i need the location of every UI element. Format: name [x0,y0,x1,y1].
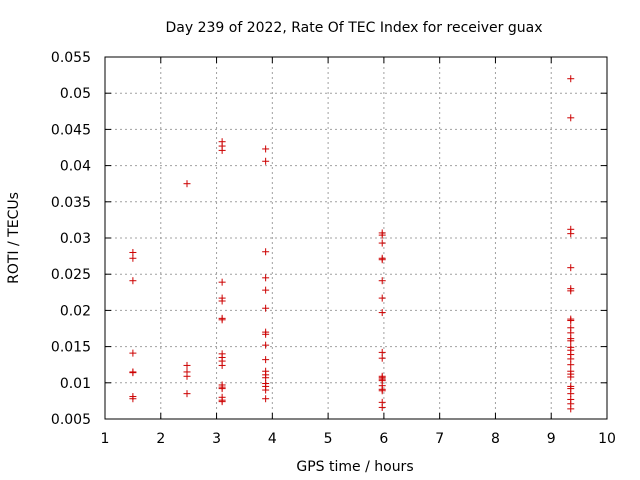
x-tick-label: 4 [268,431,277,447]
data-point [218,297,226,305]
data-point [262,395,270,403]
grid-lines [105,57,607,419]
data-point [567,264,575,272]
y-tick-label: 0.045 [51,122,91,138]
x-tick-label: 2 [156,431,165,447]
y-tick-label: 0.015 [51,340,91,356]
data-point [378,239,386,247]
data-point [262,145,270,153]
data-point [378,277,386,285]
x-tick-label: 5 [324,431,333,447]
data-point [567,75,575,83]
data-point [262,386,270,394]
data-point [262,356,270,364]
y-tick-label: 0.035 [51,195,91,211]
data-point [129,369,137,377]
plot-frame [104,56,608,420]
chart-title: Day 239 of 2022, Rate Of TEC Index for r… [166,20,543,36]
x-axis-label: GPS time / hours [296,459,413,475]
y-tick-label: 0.05 [60,86,91,102]
x-tick-label: 8 [491,431,500,447]
x-tick-label: 3 [212,431,221,447]
data-point [218,316,226,324]
data-point [129,349,137,357]
data-point [218,361,226,369]
data-point [218,385,226,393]
data-point [183,180,191,188]
data-point [567,287,575,295]
x-tick-label: 7 [435,431,444,447]
data-point [378,231,386,239]
data-point [262,304,270,312]
data-point [262,248,270,256]
data-points [129,75,575,413]
x-tick-label: 10 [598,431,616,447]
data-point [567,373,575,381]
data-point [218,278,226,286]
data-point [183,372,191,380]
y-tick-label: 0.01 [60,376,91,392]
data-point [378,403,386,411]
x-tick-labels: 1 2 3 4 5 6 7 8 9 10 [101,431,616,447]
data-point [567,230,575,238]
y-tick-label: 0.005 [51,412,91,428]
x-tick-label: 9 [547,431,556,447]
data-point [183,390,191,398]
data-point [567,317,575,325]
data-point [262,157,270,165]
y-tick-label: 0.025 [51,267,91,283]
data-point [218,146,226,154]
data-point [378,387,386,395]
y-tick-label: 0.03 [60,231,91,247]
data-point [378,309,386,317]
data-point [567,337,575,345]
data-point [262,274,270,282]
data-point [567,114,575,122]
data-point [378,294,386,302]
data-point [129,254,137,262]
data-point [262,341,270,349]
data-point [378,256,386,264]
data-point [129,277,137,285]
data-point [129,395,137,403]
y-tick-labels: 0.005 0.01 0.015 0.02 0.025 0.03 0.035 0.04 0.04… [51,50,91,428]
data-point [262,330,270,338]
data-point [378,354,386,362]
data-point [218,398,226,406]
y-axis-label: ROTI / TECUs [6,192,22,284]
data-point [567,361,575,369]
y-tick-label: 0.02 [60,303,91,319]
data-point [262,286,270,294]
data-point [567,405,575,413]
x-tick-label: 6 [379,431,388,447]
y-tick-label: 0.055 [51,50,91,66]
data-point [183,361,191,369]
y-tick-label: 0.04 [60,159,91,175]
x-tick-label: 1 [101,431,110,447]
